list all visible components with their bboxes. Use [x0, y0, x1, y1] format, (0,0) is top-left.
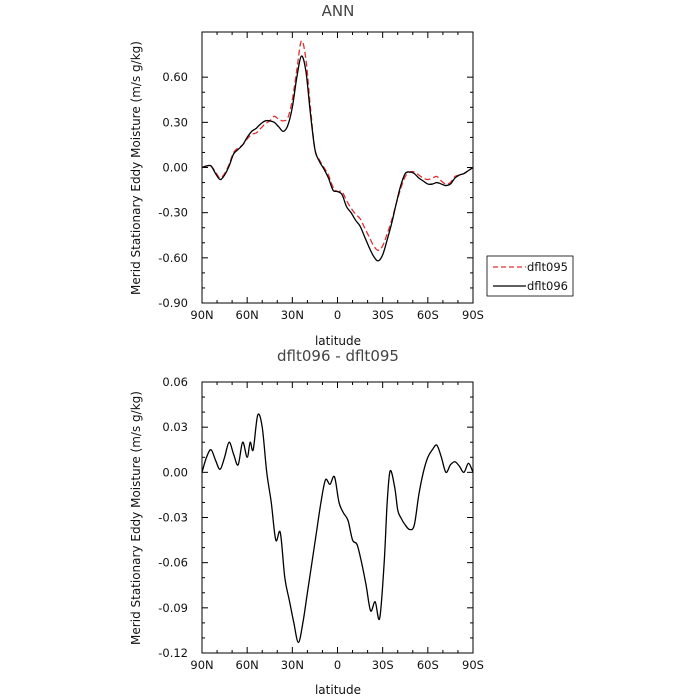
legend-box: [486, 255, 574, 297]
top-x-tick-label: 0: [334, 308, 341, 322]
top-x-tick-label: 30N: [281, 308, 304, 322]
top-y-tick-label: 0.00: [162, 161, 188, 175]
bottom-y-axis-label: Merid Stationary Eddy Moisture (m/s g/kg…: [129, 391, 143, 645]
top-y-tick-label: -0.90: [158, 296, 188, 310]
top-y-axis-label: Merid Stationary Eddy Moisture (m/s g/kg…: [129, 41, 143, 295]
bottom-y-tick-label: -0.03: [158, 511, 188, 525]
top-series-line-dflt096: [201, 55, 474, 262]
bottom-y-tick-label: 0.06: [162, 375, 188, 389]
top-x-tick-label: 30S: [372, 308, 394, 322]
bottom-x-tick-label: 30N: [281, 658, 304, 672]
bottom-title: dflt096 - dflt095: [277, 347, 399, 365]
bottom-x-tick-label: 90N: [190, 658, 213, 672]
top-tick-marks: [201, 32, 474, 304]
bottom-x-axis-label: latitude: [315, 683, 361, 697]
bottom-x-tick-label: 90S: [462, 658, 484, 672]
bottom-tick-marks: [201, 381, 474, 654]
bottom-x-tick-label: 60N: [236, 658, 259, 672]
top-x-tick-label: 90N: [190, 308, 213, 322]
top-y-tick-label: 0.60: [162, 70, 188, 84]
top-series-lines: [201, 40, 474, 262]
legend: dflt095 dflt096: [486, 255, 574, 297]
bottom-y-tick-label: -0.09: [158, 601, 188, 615]
top-x-tick-label: 60N: [236, 308, 259, 322]
top-panel: ANN 0.60 0.30 0.00 -0.30 -0.60 -0.90 90N 60N 30…: [129, 2, 484, 348]
bottom-x-tick-label: 0: [334, 658, 341, 672]
bottom-panel: dflt096 - dflt095 0.06 0.03 0.00 -0.03 -0.06…: [129, 347, 484, 697]
bottom-x-tick-labels: 90N 60N 30N 0 30S 60S 90S: [190, 658, 484, 672]
legend-label-dflt095: dflt095: [527, 260, 568, 274]
legend-label-dflt096: dflt096: [527, 279, 568, 293]
bottom-y-tick-label: -0.06: [158, 556, 188, 570]
bottom-y-tick-label: -0.12: [158, 646, 188, 660]
top-y-tick-labels: 0.60 0.30 0.00 -0.30 -0.60 -0.90: [158, 70, 188, 310]
top-x-tick-labels: 90N 60N 30N 0 30S 60S 90S: [190, 308, 484, 322]
top-x-axis-label: latitude: [315, 334, 361, 348]
top-x-tick-label: 60S: [417, 308, 439, 322]
bottom-x-tick-label: 30S: [372, 658, 394, 672]
bottom-x-tick-label: 60S: [417, 658, 439, 672]
top-y-tick-label: 0.30: [162, 115, 188, 129]
bottom-series-line-series-0: [201, 413, 474, 644]
bottom-y-tick-labels: 0.06 0.03 0.00 -0.03 -0.06 -0.09 -0.12: [158, 375, 188, 660]
bottom-series-lines: [201, 413, 474, 644]
top-title: ANN: [322, 2, 355, 20]
bottom-y-tick-label: 0.00: [162, 465, 188, 479]
top-plot-frame: [201, 31, 474, 304]
bottom-y-tick-label: 0.03: [162, 420, 188, 434]
top-y-tick-label: -0.30: [158, 206, 188, 220]
top-x-tick-label: 90S: [462, 308, 484, 322]
bottom-plot-frame: [201, 381, 474, 654]
top-y-tick-label: -0.60: [158, 251, 188, 265]
